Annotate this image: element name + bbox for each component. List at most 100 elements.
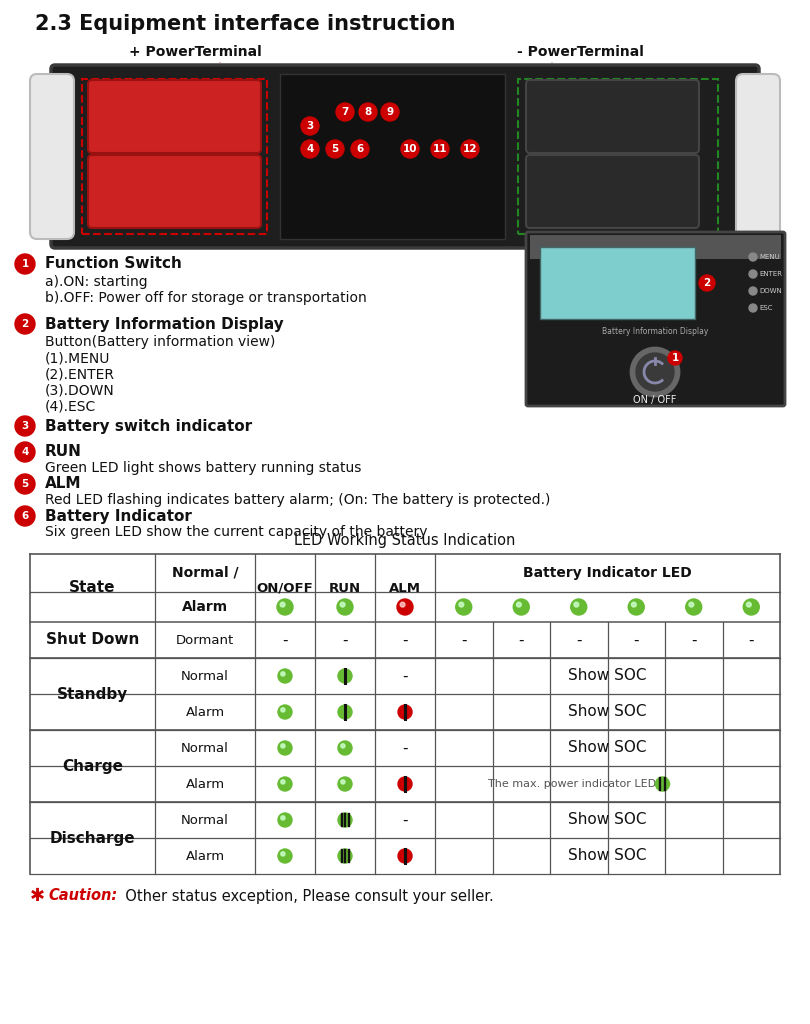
Text: 4: 4 xyxy=(306,144,313,154)
Circle shape xyxy=(571,599,586,615)
Text: 1: 1 xyxy=(671,353,679,362)
Text: CC  :: CC : xyxy=(544,302,571,311)
Text: 200.0Ah: 200.0Ah xyxy=(595,287,633,296)
Text: ENTER: ENTER xyxy=(759,271,782,278)
Text: -: - xyxy=(748,633,754,647)
Text: (4).ESC: (4).ESC xyxy=(45,399,96,413)
Text: Other status exception, Please consult your seller.: Other status exception, Please consult y… xyxy=(116,889,494,903)
Circle shape xyxy=(668,351,682,365)
Circle shape xyxy=(341,743,345,748)
Circle shape xyxy=(326,140,344,158)
Circle shape xyxy=(461,140,479,158)
Circle shape xyxy=(338,741,352,755)
Text: -: - xyxy=(282,633,288,647)
Text: MENU: MENU xyxy=(759,254,780,260)
Text: 6: 6 xyxy=(356,144,364,154)
Circle shape xyxy=(744,599,759,615)
Circle shape xyxy=(277,599,293,615)
Text: 5: 5 xyxy=(21,479,28,489)
Text: Battery switch indicator: Battery switch indicator xyxy=(45,419,252,433)
Text: 11: 11 xyxy=(433,144,447,154)
Circle shape xyxy=(629,599,644,615)
Text: 2: 2 xyxy=(703,278,710,288)
Text: Battery Information Display: Battery Information Display xyxy=(602,328,708,337)
Text: -: - xyxy=(461,633,467,647)
Circle shape xyxy=(381,103,399,121)
FancyBboxPatch shape xyxy=(88,155,261,228)
Text: 2.3 Equipment interface instruction: 2.3 Equipment interface instruction xyxy=(35,14,455,34)
Circle shape xyxy=(749,287,757,295)
Circle shape xyxy=(574,602,579,607)
Text: LED Working Status Indication: LED Working Status Indication xyxy=(294,534,516,549)
Text: ✱: ✱ xyxy=(30,887,45,905)
Circle shape xyxy=(341,780,345,784)
Text: (3).DOWN: (3).DOWN xyxy=(45,383,115,397)
Text: (2).ENTER: (2).ENTER xyxy=(45,367,115,381)
Circle shape xyxy=(514,599,529,615)
Text: Charge: Charge xyxy=(62,759,123,773)
FancyBboxPatch shape xyxy=(526,232,785,406)
Text: -: - xyxy=(403,740,407,756)
Text: Normal: Normal xyxy=(181,813,229,826)
Text: Discharge: Discharge xyxy=(49,830,135,846)
Circle shape xyxy=(631,348,679,396)
Circle shape xyxy=(398,849,412,863)
Circle shape xyxy=(15,314,35,334)
Circle shape xyxy=(338,849,352,863)
Text: 6: 6 xyxy=(21,511,28,521)
Text: 7: 7 xyxy=(341,106,348,117)
Circle shape xyxy=(400,602,405,607)
Text: Normal /: Normal / xyxy=(172,566,238,580)
Text: 100  %: 100 % xyxy=(595,255,627,263)
Text: Show SOC: Show SOC xyxy=(569,740,646,756)
Text: 200.0Ah: 200.0Ah xyxy=(595,270,633,280)
Circle shape xyxy=(15,506,35,526)
Circle shape xyxy=(398,705,412,719)
Circle shape xyxy=(401,140,419,158)
Text: ESC: ESC xyxy=(759,305,773,311)
Circle shape xyxy=(281,780,285,784)
Text: Normal: Normal xyxy=(181,741,229,755)
Circle shape xyxy=(278,741,292,755)
Circle shape xyxy=(338,705,352,719)
Circle shape xyxy=(431,140,449,158)
Text: 1: 1 xyxy=(21,259,28,269)
Text: Alarm: Alarm xyxy=(182,600,228,614)
Circle shape xyxy=(301,140,319,158)
Text: ON/OFF: ON/OFF xyxy=(257,582,313,595)
Text: Dormant: Dormant xyxy=(176,634,234,646)
Text: -: - xyxy=(633,633,639,647)
Text: Button(Battery information view): Button(Battery information view) xyxy=(45,335,275,349)
Text: 3: 3 xyxy=(21,421,28,431)
Text: -: - xyxy=(403,669,407,683)
Text: Green LED light shows battery running status: Green LED light shows battery running st… xyxy=(45,461,361,475)
Text: 8: 8 xyxy=(364,106,372,117)
Text: 3: 3 xyxy=(306,121,313,131)
Text: Show SOC: Show SOC xyxy=(569,849,646,863)
Circle shape xyxy=(278,777,292,791)
Circle shape xyxy=(338,669,352,683)
Circle shape xyxy=(749,270,757,278)
Circle shape xyxy=(689,602,693,607)
Circle shape xyxy=(397,599,413,615)
Text: Alarm: Alarm xyxy=(185,777,224,791)
Text: Function Switch: Function Switch xyxy=(45,256,182,271)
Text: b).OFF: Power off for storage or transportation: b).OFF: Power off for storage or transpo… xyxy=(45,291,367,305)
Circle shape xyxy=(338,777,352,791)
Text: RUN: RUN xyxy=(329,582,361,595)
Circle shape xyxy=(15,442,35,462)
Text: Battery Indicator: Battery Indicator xyxy=(45,509,192,523)
Circle shape xyxy=(398,777,412,791)
Text: RUN: RUN xyxy=(45,444,82,460)
Text: 10: 10 xyxy=(403,144,417,154)
Text: Red LED flashing indicates battery alarm; (On: The battery is protected.): Red LED flashing indicates battery alarm… xyxy=(45,493,550,507)
Circle shape xyxy=(281,708,285,712)
Text: 4: 4 xyxy=(21,447,28,457)
Text: Shut Down: Shut Down xyxy=(46,633,139,647)
Text: - PowerTerminal: - PowerTerminal xyxy=(517,45,643,59)
Text: -: - xyxy=(518,633,524,647)
Text: 0: 0 xyxy=(595,302,622,311)
Text: Show SOC: Show SOC xyxy=(569,669,646,683)
Circle shape xyxy=(749,304,757,312)
Circle shape xyxy=(686,599,701,615)
